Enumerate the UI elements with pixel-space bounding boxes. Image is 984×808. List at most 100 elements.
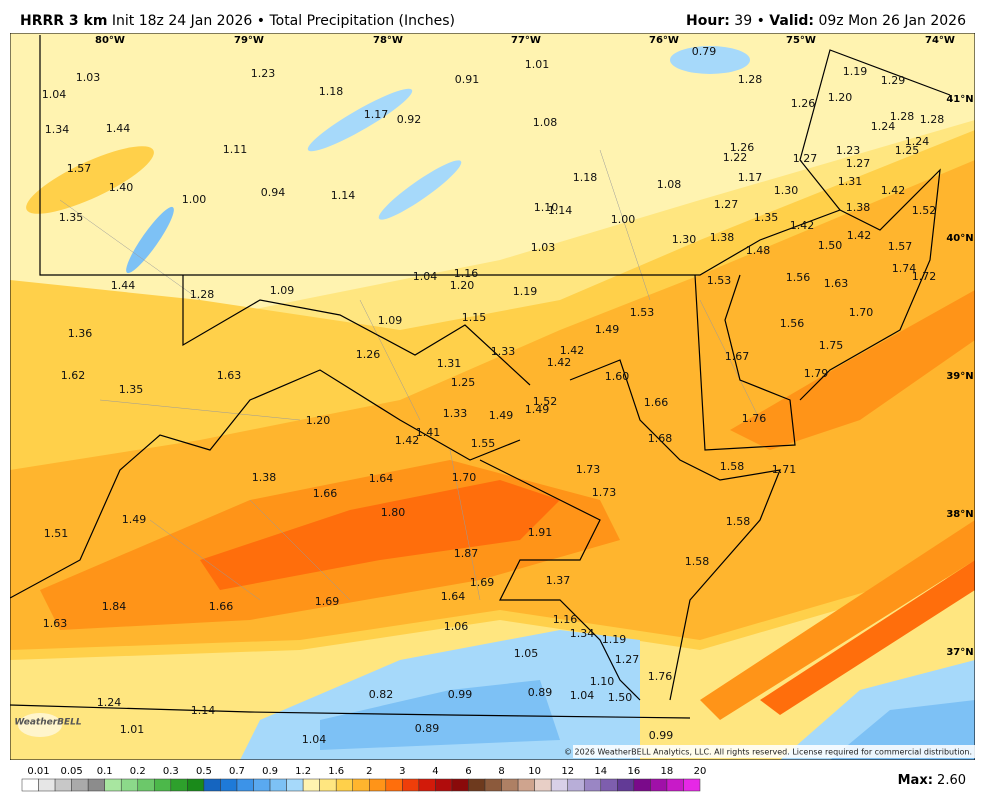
station-value: 1.19 (843, 65, 868, 78)
station-value: 1.48 (746, 244, 771, 257)
station-value: 1.58 (720, 460, 745, 473)
station-value: 1.10 (534, 201, 559, 214)
station-value: 1.34 (45, 123, 70, 136)
colorbar-swatch (666, 778, 684, 792)
colorbar-swatch (385, 778, 403, 792)
station-value: 1.79 (804, 367, 829, 380)
station-value: 1.34 (570, 627, 595, 640)
colorbar-swatch (21, 778, 39, 792)
station-value: 1.06 (444, 620, 469, 633)
station-value: 1.62 (61, 369, 86, 382)
station-value: 1.69 (315, 595, 340, 608)
longitude-label: 74°W (925, 35, 955, 46)
station-value: 1.35 (119, 383, 144, 396)
station-value: 1.00 (182, 193, 207, 206)
station-value: 0.89 (415, 722, 440, 735)
station-value: 1.01 (120, 723, 145, 736)
station-value: 1.11 (223, 143, 248, 156)
station-value: 1.23 (836, 144, 861, 157)
station-value: 1.73 (592, 486, 617, 499)
station-value: 1.38 (252, 471, 277, 484)
colorbar-swatch (71, 778, 89, 792)
station-value: 1.66 (313, 487, 338, 500)
colorbar-label: 0.1 (97, 766, 113, 777)
station-value: 1.33 (443, 407, 468, 420)
station-value: 1.04 (413, 270, 438, 283)
station-value: 1.29 (881, 74, 906, 87)
station-value: 0.79 (692, 45, 717, 58)
station-value: 1.74 (892, 262, 917, 275)
station-value: 1.26 (730, 141, 755, 154)
colorbar-swatch (319, 778, 337, 792)
station-value: 1.44 (111, 279, 136, 292)
colorbar-swatch (120, 778, 139, 792)
precip-field (10, 33, 975, 760)
station-values: 1.03 1.04 1.23 0.91 1.01 0.79 1.28 1.19 1.29 1.18… (42, 45, 945, 746)
colorbar-swatch (534, 778, 552, 792)
colorbar-swatch (87, 778, 105, 792)
colorbar-label: 1.6 (328, 766, 344, 777)
station-value: 1.49 (595, 323, 620, 336)
station-value: 0.92 (397, 113, 422, 126)
station-value: 1.56 (786, 271, 811, 284)
station-value: 1.87 (454, 547, 479, 560)
station-value: 1.26 (791, 97, 816, 110)
station-value: 1.84 (102, 600, 127, 613)
hour-label: Hour: (686, 13, 730, 29)
station-value: 1.56 (780, 317, 805, 330)
station-value: 1.35 (59, 211, 84, 224)
station-value: 1.80 (381, 506, 406, 519)
init: Init 18z 24 Jan 2026 (112, 13, 252, 29)
station-value: 0.91 (455, 73, 480, 86)
station-value: 1.24 (905, 135, 930, 148)
colorbar-label: 14 (594, 766, 607, 777)
colorbar-swatch (187, 778, 205, 792)
station-value: 1.66 (209, 600, 234, 613)
colorbar-swatch (236, 778, 254, 792)
station-value: 0.99 (649, 729, 674, 742)
station-value: 1.50 (818, 239, 843, 252)
station-value: 1.14 (191, 704, 216, 717)
station-value: 1.63 (217, 369, 242, 382)
max-label: Max: (898, 773, 933, 788)
colorbar-label: 4 (432, 766, 438, 777)
colorbar-swatch (418, 778, 436, 792)
station-value: 1.30 (774, 184, 799, 197)
colorbar-label: 2 (366, 766, 372, 777)
station-value: 1.26 (356, 348, 381, 361)
station-value: 1.42 (547, 356, 572, 369)
station-value: 1.52 (533, 395, 558, 408)
colorbar-label: 10 (528, 766, 541, 777)
colorbar-swatch (352, 778, 370, 792)
colorbar-swatch (402, 778, 420, 792)
colorbar-label: 0.5 (196, 766, 212, 777)
colorbar-label: 16 (627, 766, 640, 777)
station-value: 1.64 (369, 472, 394, 485)
colorbar-label: 0.05 (60, 766, 82, 777)
colorbar-label: 6 (465, 766, 471, 777)
station-value: 1.60 (605, 370, 630, 383)
max: Max: 2.60 (898, 773, 966, 788)
colorbar-swatch (600, 778, 618, 792)
latitude-label: 39°N (946, 371, 973, 382)
station-value: 1.24 (97, 696, 122, 709)
station-value: 1.68 (648, 432, 673, 445)
station-value: 1.40 (109, 181, 134, 194)
station-value: 1.63 (824, 277, 849, 290)
longitude-label: 78°W (373, 35, 403, 46)
logo: WeatherBELL (14, 718, 82, 728)
station-value: 1.08 (657, 178, 682, 191)
colorbar-swatch (253, 778, 271, 792)
station-value: 1.37 (546, 574, 571, 587)
longitude-label: 75°W (786, 35, 816, 46)
station-value: 1.49 (525, 403, 550, 416)
longitude-label: 77°W (511, 35, 541, 46)
station-value: 1.72 (912, 270, 937, 283)
colorbar-swatch (484, 778, 502, 792)
station-value: 1.66 (644, 396, 669, 409)
colorbar-swatch (104, 778, 122, 792)
station-value: 1.27 (714, 198, 739, 211)
longitude-label: 80°W (95, 35, 125, 46)
colorbar-swatch (54, 778, 72, 792)
